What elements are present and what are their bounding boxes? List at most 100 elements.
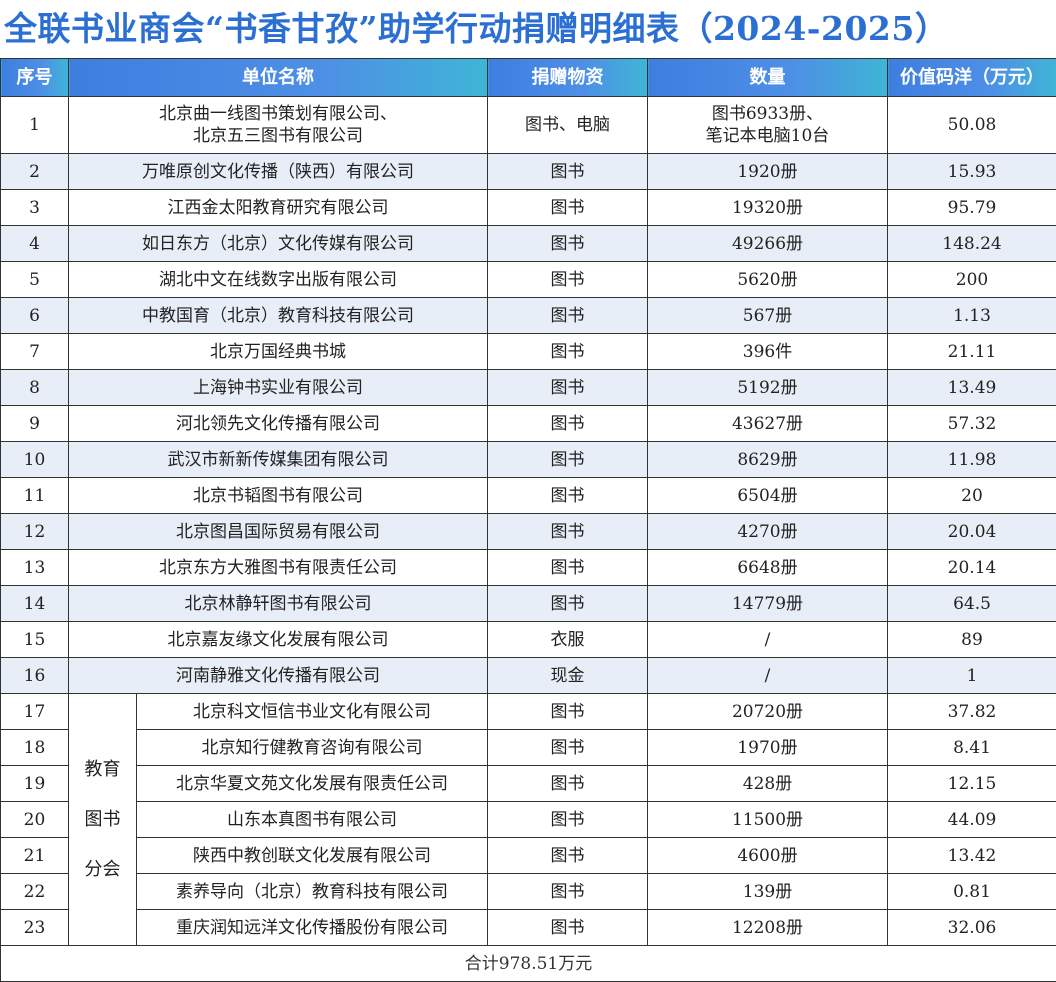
donation-item: 图书: [488, 478, 648, 514]
company-name: 北京林静轩图书有限公司: [69, 586, 488, 622]
value: 44.09: [888, 802, 1056, 838]
company-name: 重庆润知远洋文化传播股份有限公司: [137, 910, 488, 946]
company-name: 中教国育（北京）教育科技有限公司: [69, 298, 488, 334]
donation-item: 图书: [488, 406, 648, 442]
donation-item: 图书: [488, 694, 648, 730]
row-number: 7: [1, 334, 69, 370]
header-row: 序号单位名称捐赠物资数量价值码洋（万元）: [1, 59, 1056, 97]
value: 13.42: [888, 838, 1056, 874]
value: 50.08: [888, 97, 1056, 154]
row-number: 23: [1, 910, 69, 946]
row-number: 5: [1, 262, 69, 298]
row-number: 17: [1, 694, 69, 730]
company-name: 北京图昌国际贸易有限公司: [69, 514, 488, 550]
row-number: 22: [1, 874, 69, 910]
quantity: 396件: [648, 334, 888, 370]
company-name: 北京东方大雅图书有限责任公司: [69, 550, 488, 586]
donation-item: 图书: [488, 298, 648, 334]
quantity: 139册: [648, 874, 888, 910]
value: 1: [888, 658, 1056, 694]
donation-item: 图书: [488, 802, 648, 838]
row-number: 1: [1, 97, 69, 154]
value: 20.14: [888, 550, 1056, 586]
quantity: 6648册: [648, 550, 888, 586]
title: 全联书业商会“书香甘孜”助学行动捐赠明细表（2024-2025）: [0, 0, 1056, 58]
quantity: 19320册: [648, 190, 888, 226]
row-number: 2: [1, 154, 69, 190]
column-header: 序号: [1, 59, 69, 97]
row-number: 21: [1, 838, 69, 874]
company-name: 山东本真图书有限公司: [137, 802, 488, 838]
row-number: 3: [1, 190, 69, 226]
donation-item: 图书: [488, 838, 648, 874]
donation-item: 图书: [488, 154, 648, 190]
row-number: 9: [1, 406, 69, 442]
row-number: 14: [1, 586, 69, 622]
donation-item: 图书: [488, 370, 648, 406]
company-name: 北京科文恒信书业文化有限公司: [137, 694, 488, 730]
donation-item: 图书: [488, 442, 648, 478]
column-header: 捐赠物资: [488, 59, 648, 97]
company-name: 北京知行健教育咨询有限公司: [137, 730, 488, 766]
row-number: 8: [1, 370, 69, 406]
total-row: 合计978.51万元: [1, 946, 1056, 982]
quantity: 1920册: [648, 154, 888, 190]
value: 12.15: [888, 766, 1056, 802]
value: 15.93: [888, 154, 1056, 190]
donation-item: 图书: [488, 766, 648, 802]
value: 64.5: [888, 586, 1056, 622]
donation-item: 图书: [488, 226, 648, 262]
value: 8.41: [888, 730, 1056, 766]
company-name: 北京万国经典书城: [69, 334, 488, 370]
donation-item: 图书: [488, 550, 648, 586]
column-header: 价值码洋（万元）: [888, 59, 1056, 97]
value: 32.06: [888, 910, 1056, 946]
row-number: 11: [1, 478, 69, 514]
value: 20.04: [888, 514, 1056, 550]
quantity: 8629册: [648, 442, 888, 478]
value: 20: [888, 478, 1056, 514]
quantity: 4270册: [648, 514, 888, 550]
column-header: 单位名称: [69, 59, 488, 97]
company-name: 江西金太阳教育研究有限公司: [69, 190, 488, 226]
quantity: 1970册: [648, 730, 888, 766]
row-number: 16: [1, 658, 69, 694]
donation-item: 图书: [488, 874, 648, 910]
company-name: 湖北中文在线数字出版有限公司: [69, 262, 488, 298]
value: 200: [888, 262, 1056, 298]
donation-item: 图书: [488, 910, 648, 946]
row-number: 4: [1, 226, 69, 262]
quantity: /: [648, 622, 888, 658]
donation-item: 现金: [488, 658, 648, 694]
row-number: 15: [1, 622, 69, 658]
column-header: 数量: [648, 59, 888, 97]
donation-item: 图书、电脑: [488, 97, 648, 154]
group-label-line: 分会: [69, 845, 136, 895]
quantity: 12208册: [648, 910, 888, 946]
value: 95.79: [888, 190, 1056, 226]
quantity: 6504册: [648, 478, 888, 514]
total: 合计978.51万元: [1, 946, 1056, 982]
quantity: 5192册: [648, 370, 888, 406]
quantity: 43627册: [648, 406, 888, 442]
